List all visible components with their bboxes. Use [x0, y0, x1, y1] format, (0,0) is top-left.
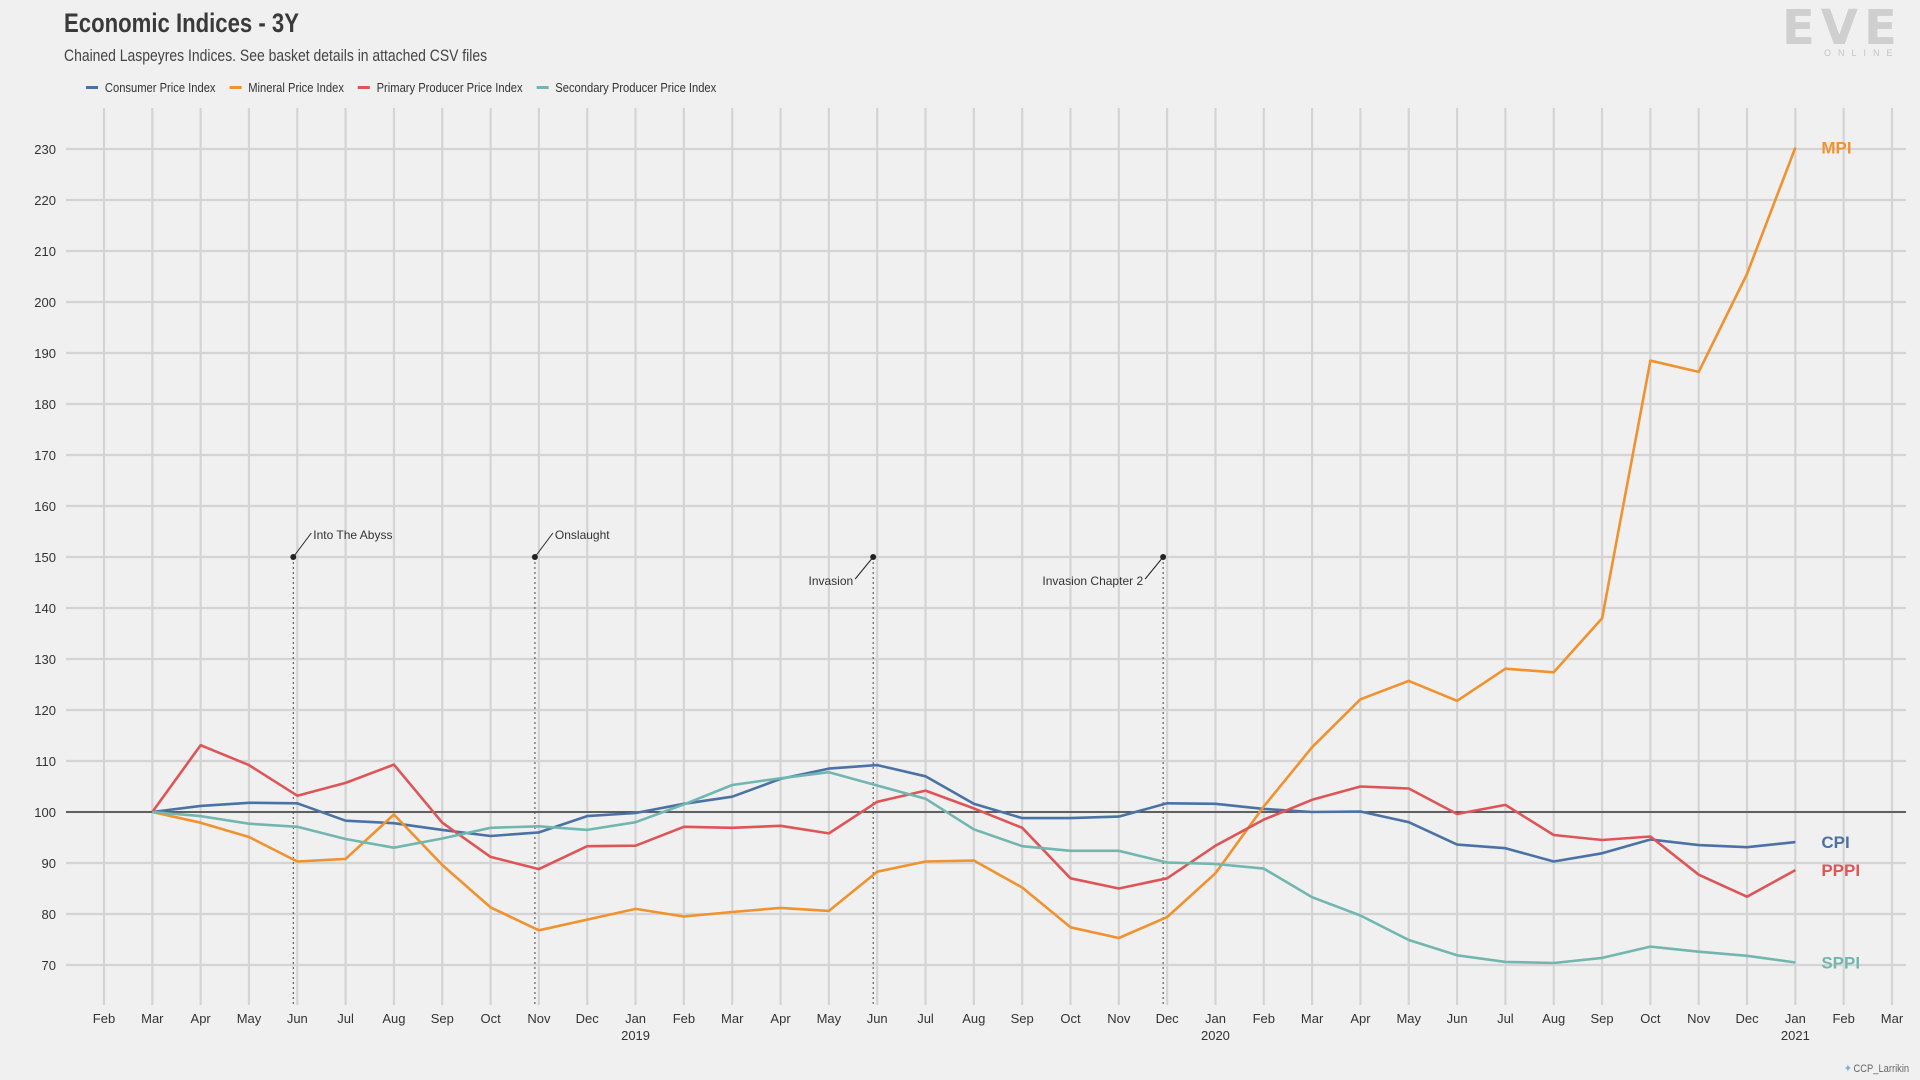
series-line-mpi — [152, 147, 1797, 940]
legend-item-pppi[interactable]: Primary Producer Price Index — [357, 80, 523, 95]
legend-item-sppi[interactable]: Secondary Producer Price Index — [536, 80, 716, 95]
x-tick-label: Dec — [1156, 1011, 1180, 1026]
x-tick-label: Nov — [527, 1011, 551, 1026]
annotation-label: Into The Abyss — [313, 528, 392, 542]
x-tick-label: Oct — [480, 1011, 501, 1026]
x-tick-label: Jun — [867, 1011, 888, 1026]
y-tick-label: 100 — [34, 805, 56, 820]
x-tick-label: Apr — [1350, 1011, 1371, 1026]
y-tick-label: 170 — [34, 448, 56, 463]
y-tick-label: 70 — [42, 958, 56, 973]
y-tick-label: 80 — [42, 907, 56, 922]
annotation-label: Invasion — [808, 574, 853, 588]
x-tick-label: Jan — [625, 1011, 646, 1026]
x-tick-label: May — [237, 1011, 262, 1026]
x-year-label: 2020 — [1201, 1028, 1230, 1043]
x-tick-label: Sep — [431, 1011, 454, 1026]
x-tick-label: Mar — [141, 1011, 164, 1026]
x-tick-label: Sep — [1011, 1011, 1034, 1026]
x-tick-label: Oct — [1060, 1011, 1081, 1026]
x-tick-label: Sep — [1590, 1011, 1613, 1026]
x-tick-label: Jul — [1497, 1011, 1514, 1026]
x-tick-label: Jun — [287, 1011, 308, 1026]
x-tick-label: Jan — [1785, 1011, 1806, 1026]
eve-logo: EVE — [1782, 0, 1903, 56]
legend-swatch-mpi — [229, 86, 242, 89]
x-tick-label: Apr — [191, 1011, 212, 1026]
x-tick-label: Dec — [576, 1011, 600, 1026]
series-end-label-pppi: PPPI — [1821, 861, 1860, 880]
series-line-cpi — [152, 763, 1796, 863]
series-end-label-sppi: SPPI — [1821, 953, 1860, 972]
chart-legend: Consumer Price Index Mineral Price Index… — [86, 80, 716, 95]
series-line-pppi — [151, 743, 1797, 899]
x-tick-label: Jul — [337, 1011, 354, 1026]
annotation-leader — [292, 532, 312, 558]
x-tick-label: Aug — [962, 1011, 985, 1026]
x-tick-label: Nov — [1107, 1011, 1131, 1026]
credit-handle: CCP_Larrikin — [1853, 1063, 1910, 1075]
x-tick-label: Mar — [721, 1011, 744, 1026]
eve-logo-subtitle: ONLINE — [1824, 48, 1900, 58]
x-tick-label: Feb — [1253, 1011, 1275, 1026]
legend-swatch-cpi — [86, 86, 99, 89]
y-tick-label: 230 — [34, 142, 56, 157]
x-year-label: 2019 — [621, 1028, 650, 1043]
y-tick-label: 110 — [35, 754, 56, 769]
x-tick-label: Feb — [93, 1011, 115, 1026]
annotation-leader — [1144, 556, 1164, 580]
twitter-credit[interactable]: ✦ CCP_Larrikin — [1844, 1062, 1909, 1075]
y-tick-label: 190 — [34, 346, 56, 361]
y-tick-label: 160 — [34, 499, 56, 514]
x-tick-label: Aug — [1542, 1011, 1565, 1026]
legend-label-cpi: Consumer Price Index — [104, 80, 216, 95]
y-tick-label: 140 — [34, 601, 56, 616]
x-tick-label: Nov — [1687, 1011, 1711, 1026]
x-tick-label: Mar — [1301, 1011, 1324, 1026]
annotation-label: Onslaught — [555, 528, 610, 542]
x-tick-label: Jun — [1447, 1011, 1468, 1026]
x-tick-label: Jul — [917, 1011, 934, 1026]
legend-item-cpi[interactable]: Consumer Price Index — [86, 80, 216, 95]
x-tick-label: Oct — [1640, 1011, 1661, 1026]
legend-label-mpi: Mineral Price Index — [248, 80, 344, 95]
x-tick-label: Dec — [1735, 1011, 1759, 1026]
twitter-bird-icon: ✦ — [1844, 1063, 1852, 1075]
series-end-label-mpi: MPI — [1821, 138, 1851, 157]
x-tick-label: Feb — [1832, 1011, 1854, 1026]
annotation-label: Invasion Chapter 2 — [1042, 574, 1143, 588]
x-tick-label: May — [817, 1011, 842, 1026]
y-tick-label: 210 — [34, 244, 56, 259]
series-end-label-cpi: CPI — [1821, 833, 1849, 852]
x-tick-label: Feb — [673, 1011, 695, 1026]
legend-item-mpi[interactable]: Mineral Price Index — [229, 80, 344, 95]
x-year-label: 2021 — [1781, 1028, 1810, 1043]
legend-label-pppi: Primary Producer Price Index — [376, 80, 523, 95]
legend-swatch-pppi — [357, 86, 370, 89]
legend-label-sppi: Secondary Producer Price Index — [555, 80, 717, 95]
page-title: Economic Indices - 3Y — [64, 8, 300, 38]
series-line-sppi — [152, 770, 1796, 965]
y-tick-label: 180 — [34, 397, 56, 412]
x-tick-label: Mar — [1881, 1011, 1904, 1026]
x-tick-label: May — [1396, 1011, 1421, 1026]
page-subtitle: Chained Laspeyres Indices. See basket de… — [64, 46, 488, 65]
y-tick-label: 150 — [34, 550, 56, 565]
y-tick-label: 120 — [34, 703, 56, 718]
y-tick-label: 200 — [34, 295, 56, 310]
legend-swatch-sppi — [536, 86, 549, 89]
annotation-leader — [854, 556, 874, 580]
x-tick-label: Aug — [382, 1011, 405, 1026]
y-tick-label: 90 — [42, 856, 56, 871]
x-tick-label: Jan — [1205, 1011, 1226, 1026]
x-tick-label: Apr — [770, 1011, 791, 1026]
y-tick-label: 220 — [34, 193, 56, 208]
annotation-leader — [534, 532, 554, 558]
y-tick-label: 130 — [34, 652, 56, 667]
